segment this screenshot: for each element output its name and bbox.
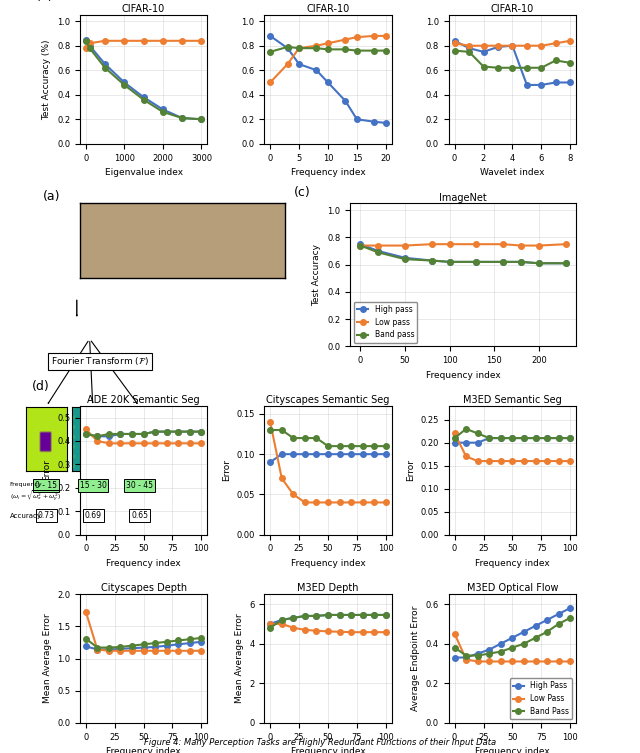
Text: (c): (c) bbox=[294, 186, 310, 200]
Title: CIFAR-10: CIFAR-10 bbox=[122, 5, 165, 14]
Text: 0.69: 0.69 bbox=[84, 511, 102, 520]
Text: Fourier Transform ($\mathcal{F}$): Fourier Transform ($\mathcal{F}$) bbox=[51, 355, 149, 367]
Title: M3ED Depth: M3ED Depth bbox=[297, 584, 359, 593]
Y-axis label: Mean Average Error: Mean Average Error bbox=[43, 614, 52, 703]
Legend: High Pass, Low Pass, Band Pass: High Pass, Low Pass, Band Pass bbox=[509, 678, 572, 719]
X-axis label: Frequency index: Frequency index bbox=[291, 559, 365, 568]
Title: CIFAR-10: CIFAR-10 bbox=[491, 5, 534, 14]
Title: M3ED Semantic Seg: M3ED Semantic Seg bbox=[463, 395, 562, 405]
Text: Figure 4: Many Perception Tasks are Highly Redundant Functions of their Input Da: Figure 4: Many Perception Tasks are High… bbox=[144, 739, 496, 748]
Text: (b): (b) bbox=[35, 0, 53, 2]
Y-axis label: Average Endpoint Error: Average Endpoint Error bbox=[412, 606, 420, 711]
X-axis label: Eigenvalue index: Eigenvalue index bbox=[104, 168, 182, 177]
Title: Cityscapes Semantic Seg: Cityscapes Semantic Seg bbox=[266, 395, 390, 405]
Y-axis label: Error: Error bbox=[221, 459, 231, 481]
X-axis label: Frequency index: Frequency index bbox=[426, 370, 500, 380]
Text: 30 - 45: 30 - 45 bbox=[126, 481, 154, 490]
Text: 15 - 30: 15 - 30 bbox=[80, 481, 106, 490]
X-axis label: Frequency index: Frequency index bbox=[106, 747, 181, 753]
Title: M3ED Optical Flow: M3ED Optical Flow bbox=[467, 584, 558, 593]
Text: 0.73: 0.73 bbox=[38, 511, 55, 520]
Title: CIFAR-10: CIFAR-10 bbox=[307, 5, 349, 14]
Text: Frequency
$(\omega_i=\sqrt{\omega_x^2+\omega_y^2})$: Frequency $(\omega_i=\sqrt{\omega_x^2+\o… bbox=[10, 482, 61, 505]
X-axis label: Frequency index: Frequency index bbox=[291, 747, 365, 753]
Text: 0.65: 0.65 bbox=[131, 511, 148, 520]
Text: Accuracy: Accuracy bbox=[10, 513, 42, 519]
Text: (a): (a) bbox=[43, 190, 61, 203]
Y-axis label: Test Accuracy: Test Accuracy bbox=[312, 244, 321, 306]
Title: Cityscapes Depth: Cityscapes Depth bbox=[100, 584, 187, 593]
X-axis label: Frequency index: Frequency index bbox=[106, 559, 181, 568]
Y-axis label: Error: Error bbox=[406, 459, 415, 481]
X-axis label: Wavelet index: Wavelet index bbox=[480, 168, 545, 177]
Title: ADE 20K Semantic Seg: ADE 20K Semantic Seg bbox=[87, 395, 200, 405]
Legend: High pass, Low pass, Band pass: High pass, Low pass, Band pass bbox=[354, 302, 417, 343]
X-axis label: Frequency index: Frequency index bbox=[475, 747, 550, 753]
Y-axis label: Mean Average Error: Mean Average Error bbox=[235, 614, 244, 703]
Text: 0 - 15: 0 - 15 bbox=[35, 481, 58, 490]
X-axis label: Frequency index: Frequency index bbox=[291, 168, 365, 177]
Title: ImageNet: ImageNet bbox=[439, 193, 487, 203]
Y-axis label: Error: Error bbox=[42, 459, 51, 481]
Text: (d): (d) bbox=[31, 380, 49, 393]
Y-axis label: Test Accuracy (%): Test Accuracy (%) bbox=[42, 39, 51, 120]
X-axis label: Frequency index: Frequency index bbox=[475, 559, 550, 568]
